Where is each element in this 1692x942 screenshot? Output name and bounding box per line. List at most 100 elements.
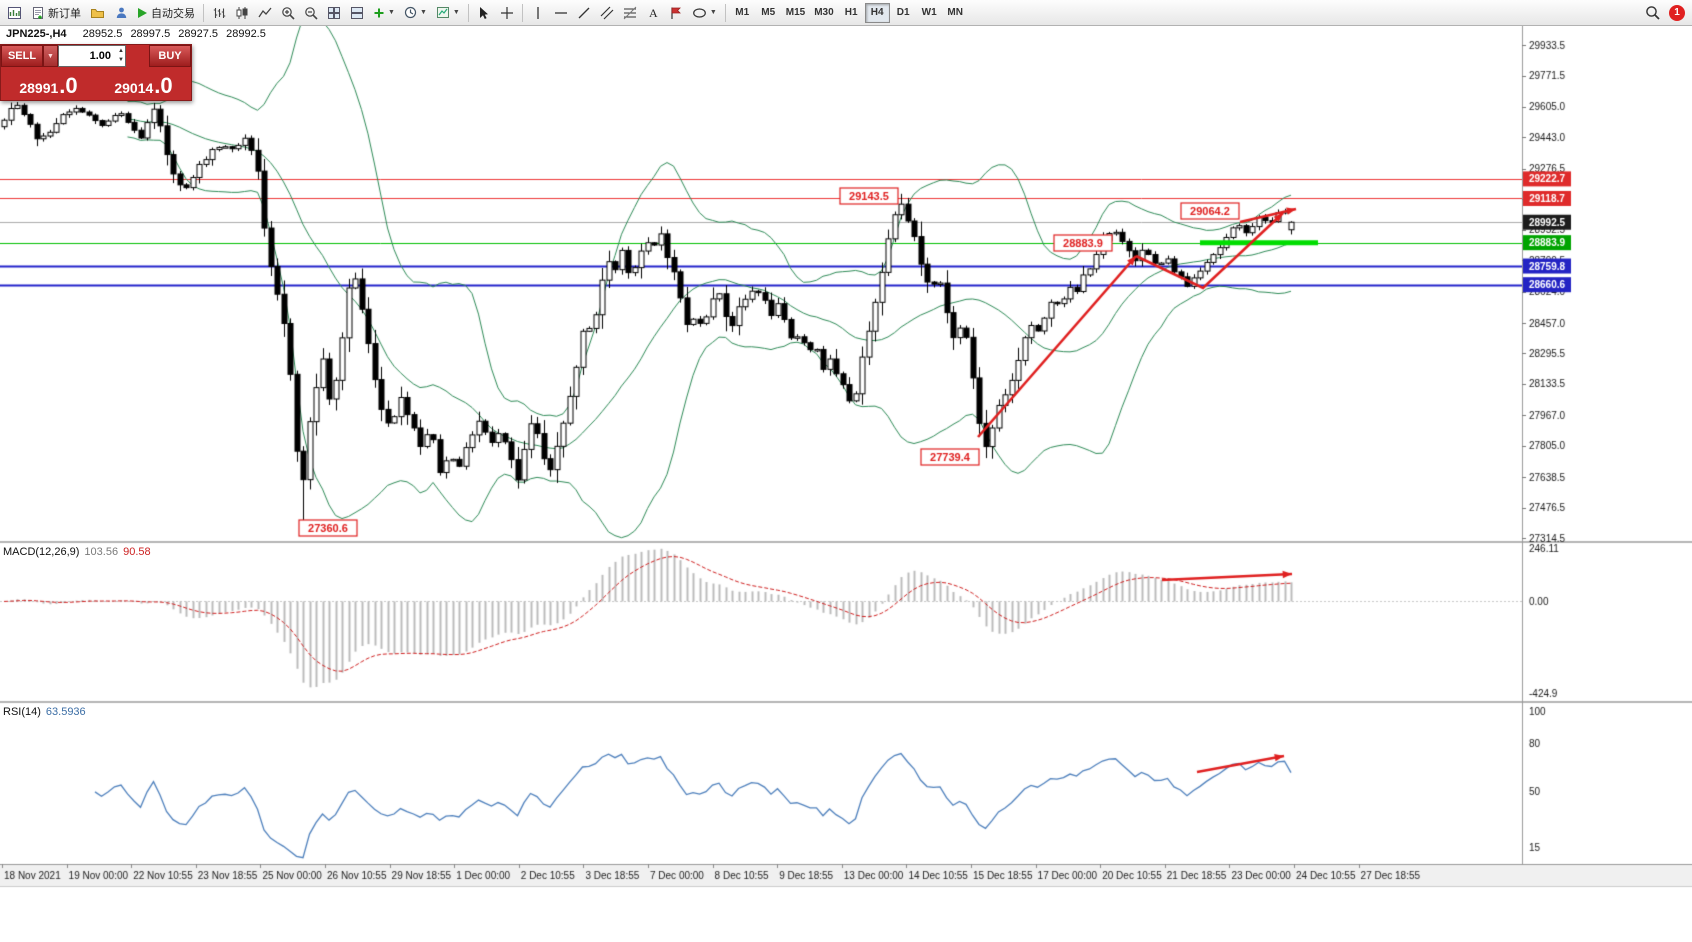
- person-icon: [115, 6, 128, 19]
- crosshair-tool-button[interactable]: [496, 2, 518, 24]
- template-chart-icon: [436, 6, 450, 19]
- timeframe-m5[interactable]: M5: [756, 3, 781, 23]
- sell-price-main: 28991: [19, 79, 59, 96]
- dropdown-caret-icon: ▼: [388, 9, 395, 16]
- timeframe-d1[interactable]: D1: [891, 3, 916, 23]
- profiles-button[interactable]: [86, 2, 109, 24]
- text-tool-icon: A: [647, 6, 659, 19]
- bar-chart-button[interactable]: [208, 2, 230, 24]
- timeframe-h1[interactable]: H1: [839, 3, 864, 23]
- candlestick-chart-icon: [235, 6, 249, 20]
- candlestick-chart-button[interactable]: [231, 2, 253, 24]
- sell-price[interactable]: 28991 .0: [1, 67, 96, 100]
- toolbar-separator: [467, 3, 469, 22]
- buy-button[interactable]: BUY: [149, 45, 191, 67]
- toolbar: 新订单 自动交易: [0, 0, 1692, 26]
- rsi-value: 63.5936: [45, 706, 86, 718]
- chart-canvas[interactable]: [0, 26, 1692, 942]
- sell-button[interactable]: SELL: [1, 45, 43, 67]
- autotrading-button[interactable]: 自动交易: [133, 2, 199, 24]
- one-click-trading-panel: SELL ▼ ▲▼ BUY 28991 .0 29014 .0: [0, 44, 192, 101]
- rsi-name: RSI(14): [3, 706, 41, 718]
- new-order-icon: [31, 6, 45, 20]
- close-value: 28992.5: [226, 28, 266, 40]
- dropdown-caret-icon: ▼: [419, 9, 427, 16]
- fibonacci-tool-button[interactable]: [619, 2, 641, 24]
- chart-window-icon: [7, 6, 22, 20]
- horizontal-line-tool-button[interactable]: [550, 2, 572, 24]
- high-value: 28997.5: [130, 28, 171, 40]
- horizontal-line-icon: [554, 8, 568, 18]
- add-indicator-plus-icon: [373, 7, 385, 19]
- market-watch-button[interactable]: [110, 2, 132, 24]
- svg-text:A: A: [649, 6, 658, 19]
- add-indicator-button[interactable]: ▼: [369, 2, 399, 24]
- buy-price-main: 29014: [114, 79, 154, 96]
- channel-icon: [600, 6, 614, 20]
- one-click-price-row: 28991 .0 29014 .0: [1, 67, 191, 100]
- crosshair-icon: [500, 6, 514, 20]
- buy-price-frac: .0: [154, 73, 173, 98]
- text-tool-button[interactable]: A: [642, 2, 664, 24]
- periods-button[interactable]: ▼: [400, 2, 431, 24]
- new-chart-button[interactable]: [3, 2, 26, 24]
- volume-spinner[interactable]: ▲ ▼: [118, 47, 124, 65]
- timeframe-m1[interactable]: M1: [730, 3, 755, 23]
- new-order-button[interactable]: 新订单: [27, 2, 85, 24]
- sell-price-frac: .0: [59, 73, 78, 98]
- arrange-windows-icon: [350, 6, 364, 20]
- zoom-in-icon: [281, 6, 295, 20]
- macd-signal-value: 90.58: [123, 546, 151, 558]
- shapes-ellipse-icon: [692, 7, 707, 19]
- fibonacci-icon: [623, 6, 637, 20]
- symbol-timeframe-label: JPN225-,H4: [6, 28, 67, 40]
- zoom-out-icon: [304, 6, 318, 20]
- new-order-label: 新订单: [48, 7, 81, 20]
- volume-dropdown-button[interactable]: ▼: [43, 45, 58, 67]
- timeframe-mn[interactable]: MN: [943, 3, 968, 23]
- chart-area: JPN225-,H4 28952.5 28997.5 28927.5 28992…: [0, 26, 1692, 942]
- zoom-in-button[interactable]: [277, 2, 299, 24]
- arrange-windows-button[interactable]: [346, 2, 368, 24]
- search-button[interactable]: [1641, 2, 1664, 24]
- dropdown-caret-icon: ▼: [452, 9, 460, 16]
- templates-button[interactable]: ▼: [432, 2, 464, 24]
- label-tool-button[interactable]: [665, 2, 687, 24]
- macd-name: MACD(12,26,9): [3, 546, 80, 558]
- trendline-icon: [577, 6, 591, 20]
- autotrading-label: 自动交易: [151, 7, 195, 20]
- trendline-tool-button[interactable]: [573, 2, 595, 24]
- timeframe-m30[interactable]: M30: [810, 3, 837, 23]
- spin-up-icon[interactable]: ▲: [118, 48, 124, 54]
- timeframe-toolbar: M1 M5 M15 M30 H1 H4 D1 W1 MN: [730, 2, 968, 23]
- toolbar-separator: [724, 3, 726, 22]
- volume-input[interactable]: [59, 46, 125, 66]
- line-chart-button[interactable]: [254, 2, 276, 24]
- macd-indicator-label: MACD(12,26,9) 103.56 90.58: [3, 546, 151, 558]
- macd-main-value: 103.56: [84, 546, 119, 558]
- label-flag-icon: [669, 6, 682, 20]
- channel-tool-button[interactable]: [596, 2, 618, 24]
- timeframe-h4[interactable]: H4: [864, 2, 890, 23]
- toolbar-separator: [521, 3, 523, 22]
- notification-badge[interactable]: 1: [1669, 4, 1685, 21]
- chart-ohlc-header: JPN225-,H4 28952.5 28997.5 28927.5 28992…: [6, 28, 266, 40]
- shapes-tool-button[interactable]: ▼: [688, 2, 721, 24]
- one-click-top-row: SELL ▼ ▲▼ BUY: [1, 45, 191, 67]
- timeframe-m15[interactable]: M15: [782, 3, 809, 23]
- folder-icon: [90, 6, 105, 19]
- tile-windows-button[interactable]: [323, 2, 345, 24]
- spin-down-icon[interactable]: ▼: [118, 57, 124, 63]
- zoom-out-button[interactable]: [300, 2, 322, 24]
- volume-field-wrap: ▲▼: [58, 45, 126, 67]
- search-icon: [1645, 5, 1660, 20]
- timeframe-w1[interactable]: W1: [917, 3, 942, 23]
- autotrading-play-icon: [137, 7, 148, 19]
- cursor-tool-button[interactable]: [473, 2, 495, 24]
- buy-price[interactable]: 29014 .0: [96, 67, 191, 100]
- open-value: 28952.5: [82, 28, 123, 40]
- vertical-line-tool-button[interactable]: [527, 2, 549, 24]
- rsi-indicator-label: RSI(14) 63.5936: [3, 706, 86, 718]
- vertical-line-icon: [533, 6, 543, 20]
